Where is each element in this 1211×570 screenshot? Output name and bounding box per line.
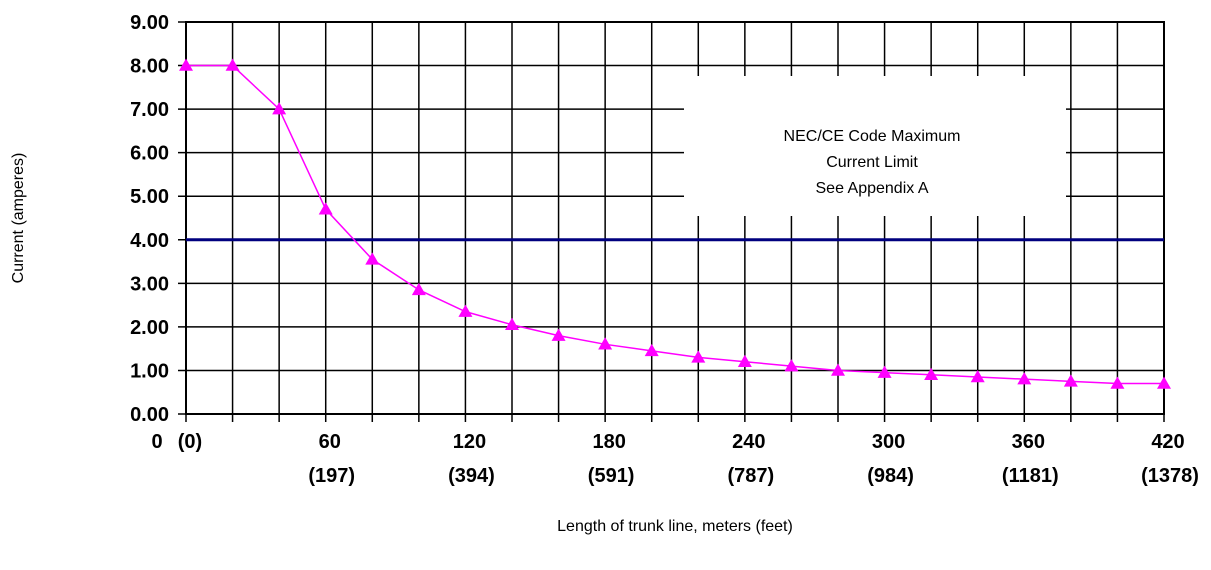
y-tick-label: 9.00 [130, 12, 169, 34]
x-tick-label-meters: 180 [592, 431, 625, 453]
data-point [1017, 372, 1032, 385]
data-point [179, 58, 193, 71]
y-tick-label: 4.00 [130, 230, 169, 252]
data-point [1157, 376, 1171, 389]
annotation-text: NEC/CE Code Maximum Current Limit See Appe… [784, 128, 961, 197]
data-point [1110, 376, 1125, 389]
x-tick-label-meters: 360 [1012, 431, 1045, 453]
data-point [737, 354, 752, 367]
series-line [186, 64, 1164, 385]
y-tick-label: 5.00 [130, 186, 169, 208]
data-point [970, 369, 985, 383]
y-tick-label: 2.00 [130, 317, 169, 339]
y-tick-label: 3.00 [130, 273, 169, 295]
annotation-box [684, 76, 1066, 216]
x-tick-label-meters: 240 [732, 431, 765, 453]
data-point [644, 343, 659, 357]
data-point [272, 102, 287, 115]
x-tick-label-meters: 420 [1151, 431, 1184, 453]
x-tick-labels: 0 (0) 60 (197) 120 (394) 180 (591) 240 (787) 300 (9… [151, 431, 1198, 487]
annotation-line: See Appendix A [816, 180, 929, 197]
x-tick-label-feet: (0) [178, 431, 202, 453]
data-point [877, 365, 892, 378]
data-point [411, 282, 426, 296]
data-point [924, 367, 939, 381]
data-point [784, 359, 799, 372]
data-point [691, 350, 706, 363]
y-axis-title: Current (amperes) [10, 153, 27, 284]
y-tick-labels: 0.00 1.00 2.00 3.00 4.00 5.00 6.00 7.00 8.00 9.00 [130, 12, 169, 426]
x-tick-label-meters: 60 [319, 431, 341, 453]
data-point [318, 202, 333, 215]
data-point [551, 328, 566, 341]
x-tick-label-feet: (1181) [1002, 465, 1059, 487]
data-point [505, 317, 519, 330]
x-tick-label-feet: (197) [308, 465, 355, 487]
data-point [458, 304, 473, 317]
x-tick-label-feet: (1378) [1141, 465, 1199, 487]
annotation-line: Current Limit [826, 154, 918, 171]
x-tick-label-meters: 0 [151, 431, 162, 453]
y-tick-label: 8.00 [130, 56, 169, 78]
x-axis-title: Length of trunk line, meters (feet) [557, 518, 793, 535]
y-tick-label: 1.00 [130, 360, 169, 382]
x-tick-label-feet: (787) [728, 465, 775, 487]
x-tick-label-feet: (591) [588, 465, 635, 487]
x-tick-label-feet: (394) [448, 465, 495, 487]
data-point [225, 58, 240, 71]
data-point [1063, 374, 1078, 387]
data-point [365, 252, 380, 265]
annotation-background [684, 76, 1066, 216]
y-tick-label: 6.00 [130, 143, 169, 165]
y-tick-label: 0.00 [130, 404, 169, 426]
annotation-line: NEC/CE Code Maximum [784, 128, 961, 145]
x-tick-label-meters: 120 [453, 431, 486, 453]
y-tick-label: 7.00 [130, 99, 169, 121]
data-point [831, 363, 845, 376]
data-point [598, 337, 613, 350]
x-tick-label-meters: 300 [872, 431, 905, 453]
series-layer [179, 58, 1171, 389]
x-tick-label-feet: (984) [867, 465, 914, 487]
plot-frame [185, 21, 1165, 415]
